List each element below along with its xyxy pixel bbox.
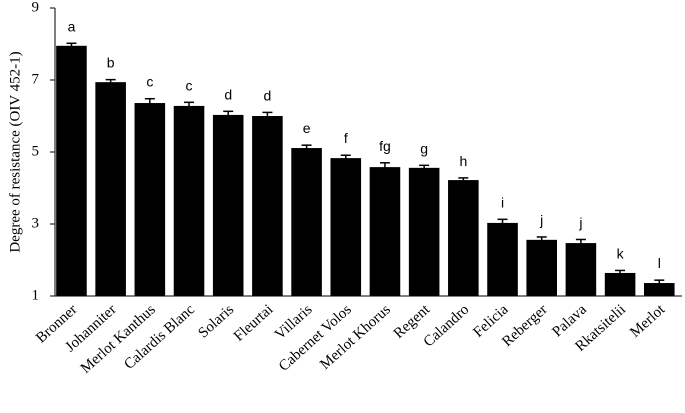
bar: [173, 105, 205, 296]
significance-letter: c: [186, 77, 193, 93]
y-tick-label: 9: [32, 0, 40, 15]
bar: [252, 116, 283, 296]
significance-letter: f: [344, 130, 348, 146]
significance-letter: k: [617, 245, 625, 261]
significance-letter: fg: [379, 138, 391, 154]
bar: [134, 103, 166, 296]
y-axis-label: Degree of resistance (OIV 452-1): [7, 51, 23, 252]
bar: [643, 283, 675, 296]
significance-letter: d: [224, 86, 232, 102]
y-tick-label: 5: [32, 143, 40, 159]
bar: [330, 158, 362, 296]
significance-letter: l: [658, 255, 661, 271]
significance-letter: g: [420, 140, 428, 156]
significance-letter: b: [107, 55, 115, 71]
bar: [95, 82, 126, 296]
significance-letter: e: [303, 120, 311, 136]
significance-letter: j: [578, 214, 582, 230]
significance-letter: h: [459, 153, 467, 169]
bar: [487, 222, 518, 296]
significance-letter: d: [264, 87, 272, 103]
bar: [56, 45, 87, 296]
bar: [408, 167, 440, 296]
x-tick-label: Merlot Khorus: [317, 302, 394, 373]
bar: [526, 239, 557, 296]
significance-letter: c: [146, 74, 153, 90]
x-tick-label: Merlot: [627, 301, 669, 341]
bar: [369, 167, 401, 296]
bar: [604, 272, 636, 296]
significance-letter: j: [539, 212, 543, 228]
significance-letter: i: [501, 194, 504, 210]
x-tick-label: Fleurtai: [231, 302, 276, 345]
bar: [448, 180, 479, 296]
y-tick-label: 3: [32, 215, 40, 231]
bar: [565, 243, 597, 296]
x-tick-label: Calardis Blanc: [121, 301, 198, 372]
y-tick-label: 7: [32, 71, 40, 87]
bar: [291, 148, 322, 296]
bar: [212, 114, 244, 296]
significance-letter: a: [68, 18, 76, 34]
x-tick-label: Solaris: [196, 302, 238, 342]
y-tick-label: 1: [32, 287, 40, 303]
